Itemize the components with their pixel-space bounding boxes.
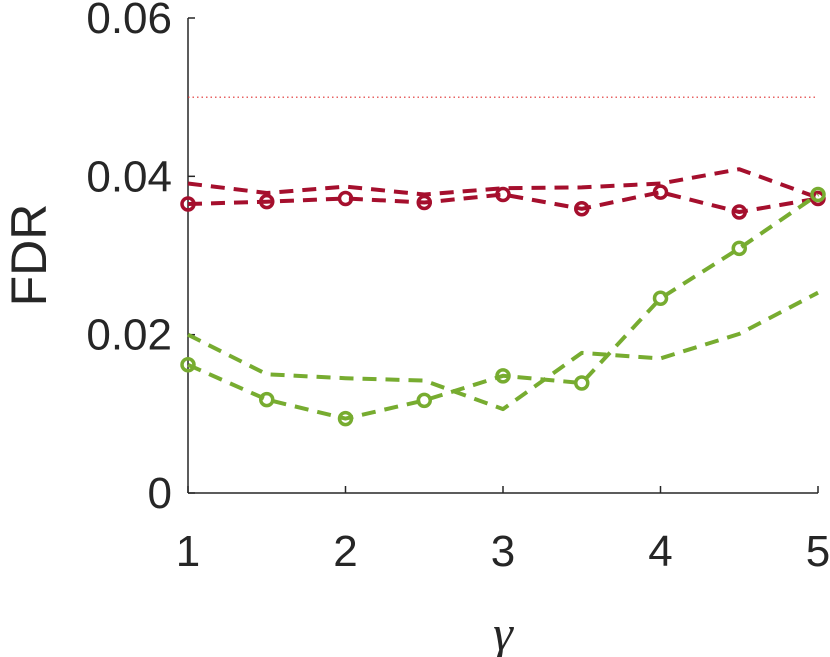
y-tick-label: 0 (148, 469, 172, 518)
y-tick-label: 0.06 (86, 0, 172, 43)
data-point-marker (180, 357, 196, 373)
y-tick-label: 0.04 (86, 152, 172, 201)
data-point-marker (337, 190, 354, 207)
series-line-3 (187, 290, 819, 412)
data-point-marker (652, 184, 669, 200)
data-point-marker (574, 375, 590, 391)
series-group (180, 167, 826, 427)
series-line-1 (187, 167, 819, 200)
data-point-marker (731, 240, 747, 257)
series-line-2 (187, 190, 819, 214)
tick-labels-group: 1 2 3 4 5 0 0.02 0.04 0.06 (86, 0, 830, 576)
data-point-marker (495, 186, 511, 203)
data-point-marker (810, 186, 826, 203)
data-point-marker (731, 204, 747, 220)
y-axis-label: FDR (1, 204, 57, 307)
data-point-marker (337, 410, 354, 427)
data-point-marker (180, 196, 196, 212)
x-tick-label: 1 (176, 527, 200, 576)
x-tick-label: 3 (491, 527, 515, 576)
data-point-marker (652, 290, 669, 306)
x-tick-label: 2 (333, 527, 357, 576)
data-point-marker (416, 194, 432, 211)
y-tick-label: 0.02 (86, 311, 172, 360)
data-point-marker (259, 193, 275, 210)
x-tick-label: 4 (648, 527, 672, 576)
data-point-marker (416, 392, 432, 409)
data-point-marker (574, 201, 590, 217)
axes (187, 17, 819, 494)
data-point-marker (259, 391, 275, 408)
series-line-4 (187, 192, 820, 421)
data-point-marker (495, 368, 511, 384)
x-tick-label: 5 (806, 527, 830, 576)
x-axis-label: γ (493, 605, 514, 657)
